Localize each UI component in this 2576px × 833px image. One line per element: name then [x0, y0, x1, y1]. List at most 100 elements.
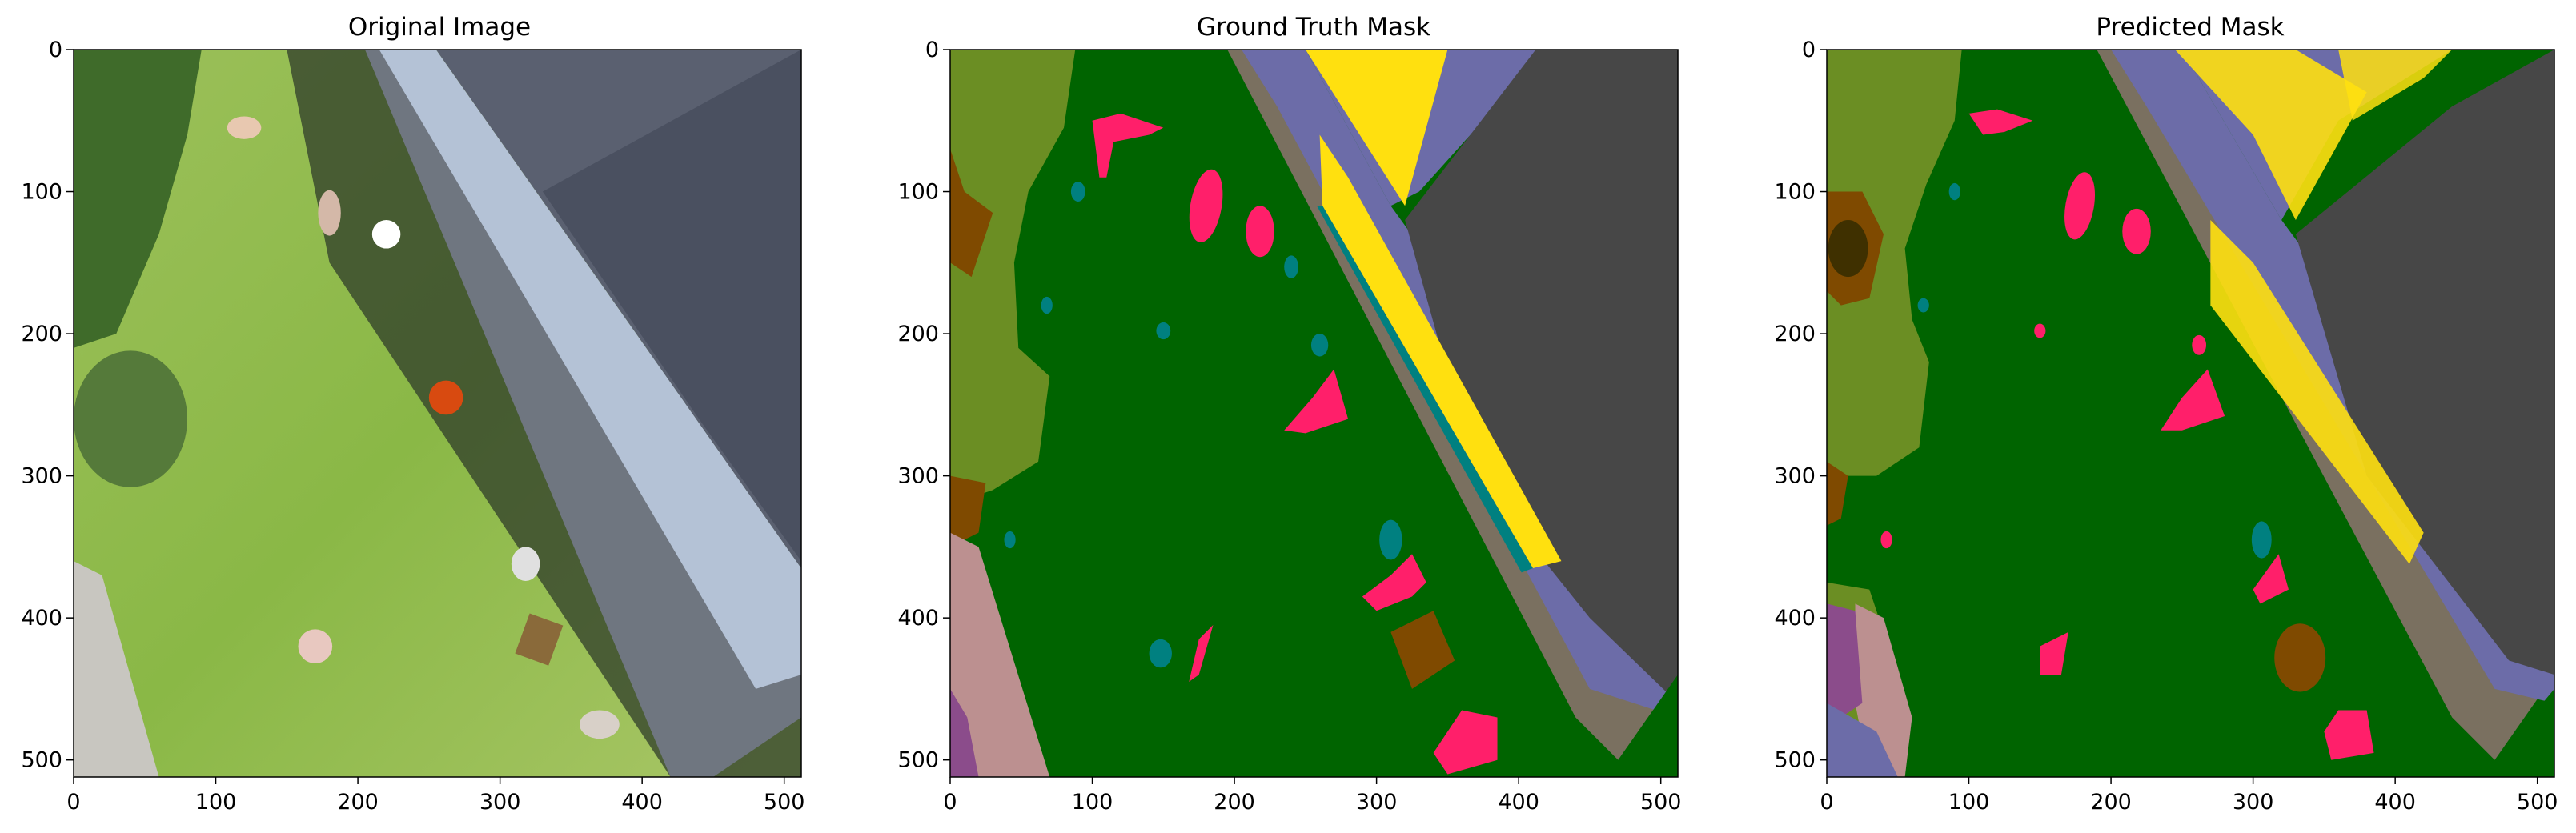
x-tick-label: 200: [2090, 790, 2132, 815]
x-tick-label: 400: [1498, 790, 1539, 815]
x-tick-label: 100: [1948, 790, 1990, 815]
photo-person: [318, 190, 341, 236]
mask-object: [1156, 322, 1171, 340]
mask-object: [1310, 334, 1329, 357]
x-tick-label: 200: [337, 790, 379, 815]
mask-gravel: [950, 532, 1050, 778]
mask-yellow-structure: [1319, 134, 1562, 569]
mask-person: [1092, 113, 1164, 178]
pred-person: [2064, 172, 2096, 240]
pred-object: [1948, 182, 1960, 201]
mask-object: [1070, 182, 1085, 202]
pred-object: [1880, 531, 1892, 549]
y-tick-label: 0: [1802, 38, 1816, 62]
x-tick-label: 300: [2233, 790, 2274, 815]
y-tick-label: 200: [21, 322, 62, 346]
pred-roof: [2295, 50, 2555, 675]
photo-house-wall: [379, 50, 802, 689]
y-tick-label: 200: [1774, 322, 1816, 346]
mask-person: [1433, 710, 1498, 775]
mask-person: [1362, 554, 1426, 611]
mask-soil: [950, 475, 986, 547]
pred-vegetation: [1827, 50, 1962, 476]
photo-person: [428, 380, 463, 415]
x-tick-label: 300: [1356, 790, 1398, 815]
x-axis-ground-truth: 0 100 200 300 400 500: [943, 777, 1681, 815]
y-tick-label: 100: [897, 180, 939, 205]
photo-hedge: [74, 50, 202, 348]
pred-person: [1968, 109, 2033, 135]
mask-object: [1149, 639, 1172, 668]
panel-ground-truth: Ground Truth Mask: [897, 13, 1681, 815]
y-tick-label: 400: [1774, 606, 1816, 631]
mask-object: [1284, 255, 1298, 278]
mask-person: [1189, 625, 1214, 683]
pred-object: [2192, 334, 2207, 355]
x-tick-label: 300: [479, 790, 521, 815]
pred-object: [2034, 323, 2046, 338]
x-tick-label: 500: [2517, 790, 2558, 815]
mask-object: [1379, 519, 1402, 560]
x-tick-label: 500: [764, 790, 805, 815]
pred-yellow-structure: [2174, 50, 2367, 221]
pred-dark-soil: [1828, 220, 1868, 278]
pred-person: [2161, 369, 2225, 431]
photo-person: [511, 547, 540, 581]
mask-soil-mat: [1390, 611, 1455, 689]
pred-grass-corner: [2480, 688, 2555, 778]
panel-title-original: Original Image: [348, 13, 531, 42]
image-predicted: [1827, 50, 2555, 778]
pred-object: [2251, 521, 2272, 559]
photo-person: [227, 116, 262, 139]
photo-path: [74, 561, 159, 778]
pred-soil: [1827, 461, 1848, 526]
y-tick-label: 500: [1774, 748, 1816, 773]
mask-object: [1041, 296, 1053, 314]
y-tick-label: 400: [897, 606, 939, 631]
panel-predicted: Predicted Mask: [1774, 13, 2558, 815]
y-axis-original: 0 100 200 300 400 500: [21, 38, 74, 773]
y-tick-label: 300: [897, 464, 939, 489]
x-tick-label: 100: [195, 790, 237, 815]
photo-person: [580, 710, 620, 739]
photo-gravel-strip: [364, 50, 802, 778]
axes-frame-ground-truth: [949, 49, 1679, 778]
x-tick-label: 400: [2374, 790, 2416, 815]
photo-person: [371, 220, 401, 249]
panel-original: Original Image: [21, 13, 804, 815]
x-axis-original: 0 100 200 300 400 500: [66, 777, 804, 815]
y-tick-label: 400: [21, 606, 62, 631]
pred-soil-mat: [2274, 623, 2326, 692]
photo-person: [298, 629, 333, 663]
y-tick-label: 200: [897, 322, 939, 346]
axes-frame-original: [73, 49, 802, 778]
pred-purple: [1827, 603, 1863, 718]
mask-roof: [1405, 50, 1679, 703]
y-tick-label: 300: [1774, 464, 1816, 489]
mask-object: [1004, 531, 1016, 549]
x-tick-label: 200: [1214, 790, 1255, 815]
x-tick-label: 100: [1072, 790, 1113, 815]
y-tick-label: 500: [897, 748, 939, 773]
axes-frame-predicted: [1826, 49, 2555, 778]
pred-person: [2122, 208, 2151, 254]
x-tick-label: 500: [1640, 790, 1682, 815]
mask-person: [1284, 369, 1349, 434]
mask-vegetation: [950, 50, 1076, 505]
y-axis-predicted: 0 100 200 300 400 500: [1774, 38, 1827, 773]
pred-object: [1917, 298, 1929, 313]
y-tick-label: 100: [1774, 180, 1816, 205]
image-original: [74, 50, 802, 778]
image-ground-truth: [950, 50, 1679, 778]
y-tick-label: 300: [21, 464, 62, 489]
y-tick-label: 500: [21, 748, 62, 773]
pred-person: [2324, 710, 2374, 760]
pred-building-lower: [1827, 703, 1898, 778]
y-tick-label: 0: [49, 38, 62, 62]
panel-title-ground-truth: Ground Truth Mask: [1197, 13, 1430, 42]
mask-grass-corner: [1603, 675, 1679, 778]
mask-person: [1246, 206, 1274, 258]
photo-mat: [515, 613, 564, 666]
pred-person: [2253, 554, 2289, 604]
